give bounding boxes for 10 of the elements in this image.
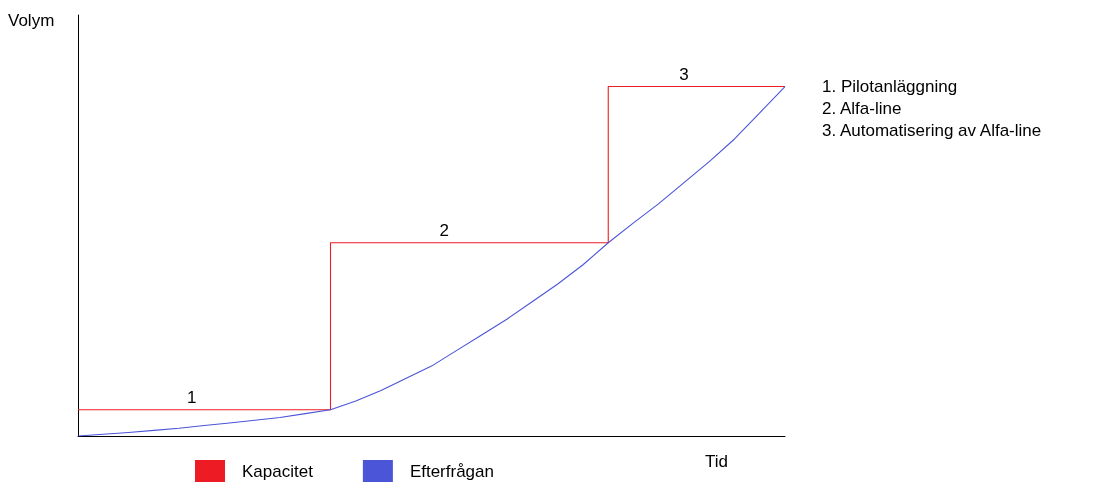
legend-label: Kapacitet	[242, 461, 314, 481]
text: 1. Pilotanläggning	[822, 77, 958, 96]
annotation: 3	[679, 64, 689, 84]
annotation: 2	[439, 220, 449, 240]
x-axis-title: Tid	[705, 452, 728, 471]
text: 3. Automatisering av Alfa-line	[822, 121, 1042, 140]
legend-label: Efterfrågan	[409, 461, 494, 481]
text: 2. Alfa-line	[822, 99, 902, 118]
annotation: 1	[186, 387, 197, 407]
y-axis-title: Volym	[8, 11, 55, 30]
